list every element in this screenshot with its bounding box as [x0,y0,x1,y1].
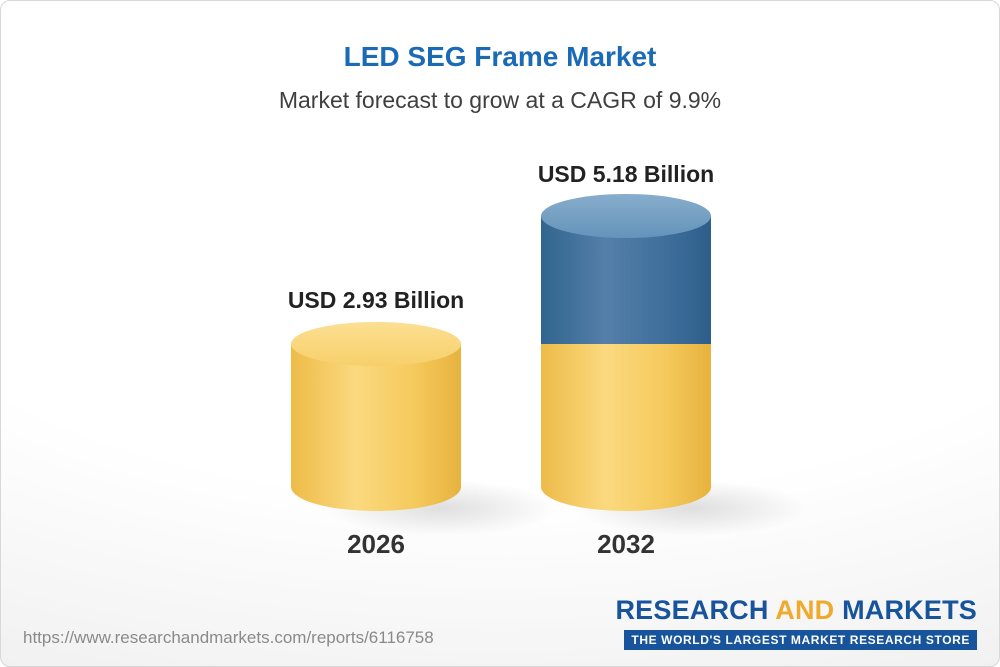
page-title: LED SEG Frame Market [343,41,657,72]
bar-2026-segment [291,344,461,511]
report-url: https://www.researchandmarkets.com/repor… [23,628,434,647]
bar-2032-cap [541,194,711,238]
brand-logo: RESEARCH AND MARKETS THE WORLD'S LARGEST… [615,595,977,650]
brand-word-markets: MARKETS [842,595,977,625]
brand-word-and: AND [775,595,835,625]
bar-2032-cylinder [541,194,711,511]
brand-word-research: RESEARCH [615,595,769,625]
bar-2032-segment-gold [541,344,711,511]
value-label-2026: USD 2.93 Billion [287,287,465,313]
bar-2026-cap [291,322,461,367]
bar-2026-cylinder [291,322,461,511]
brand-wordmark: RESEARCH AND MARKETS [615,595,977,626]
category-label-2032: 2032 [597,529,655,559]
brand-tagline: THE WORLD'S LARGEST MARKET RESEARCH STOR… [624,630,977,650]
value-label-2032: USD 5.18 Billion [537,161,715,187]
chart-subtitle: Market forecast to grow at a CAGR of 9.9… [278,87,722,113]
category-label-2026: 2026 [347,529,405,559]
